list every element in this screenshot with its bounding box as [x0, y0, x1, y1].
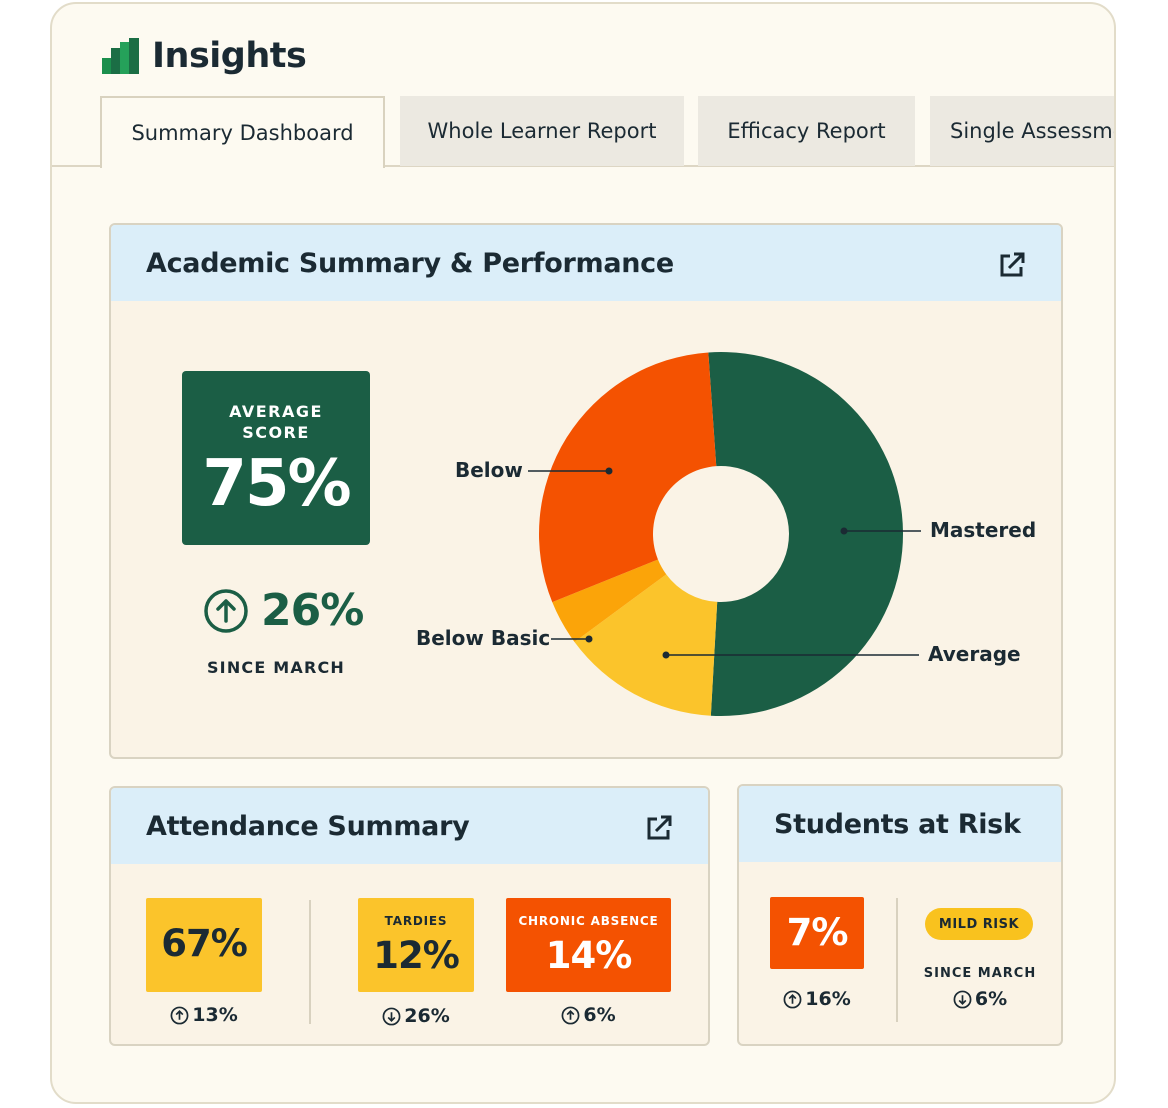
risk-panel-header: Students at Risk	[739, 786, 1061, 862]
bar-chart-logo-icon	[102, 38, 139, 74]
attendance-rate-value: 67%	[161, 922, 248, 965]
donut-label-below-basic: Below Basic	[416, 626, 551, 650]
insights-window: Insights Summary Dashboard Whole Learner…	[50, 2, 1116, 1104]
chronic-absence-card: CHRONIC ABSENCE 14%	[506, 898, 671, 992]
arrow-up-circle-icon	[561, 1006, 580, 1024]
risk-since-delta-value: 6%	[974, 988, 1008, 1010]
at-risk-card: 7%	[770, 897, 864, 969]
external-link-icon[interactable]	[997, 250, 1027, 280]
risk-divider	[896, 898, 898, 1022]
risk-since-delta: 6%	[915, 988, 1045, 1010]
attendance-summary-panel: Attendance Summary 67% 13% TARDIES 12%	[109, 786, 710, 1046]
attendance-rate-delta: 13%	[146, 1004, 262, 1026]
leader-dot-average	[662, 651, 670, 659]
average-score-label: AVERAGE SCORE	[182, 401, 370, 443]
arrow-down-circle-icon	[382, 1007, 401, 1025]
average-score-value: 75%	[202, 447, 351, 521]
at-risk-value: 7%	[786, 911, 849, 954]
tab-whole-learner-report[interactable]: Whole Learner Report	[400, 96, 684, 166]
at-risk-delta-value: 16%	[805, 988, 851, 1010]
tardies-card: TARDIES 12%	[358, 898, 474, 992]
donut-slice-below	[539, 352, 717, 603]
tardies-delta-value: 26%	[404, 1005, 450, 1027]
tab-label: Summary Dashboard	[131, 121, 354, 145]
risk-since-label: SINCE MARCH	[923, 966, 1037, 981]
chronic-absence-delta: 6%	[506, 1004, 671, 1026]
donut-slice-mastered	[708, 352, 903, 716]
at-risk-delta: 16%	[770, 988, 864, 1010]
performance-donut-chart	[528, 352, 921, 716]
donut-label-average: Average	[928, 642, 1021, 666]
arrow-up-circle-icon	[170, 1006, 189, 1024]
average-delta: 26%	[203, 585, 364, 636]
donut-label-mastered: Mastered	[930, 518, 1037, 542]
tab-summary-dashboard[interactable]: Summary Dashboard	[100, 96, 385, 168]
arrow-up-circle-icon	[783, 990, 802, 1008]
leader-dot-below	[605, 467, 613, 475]
attendance-rate-delta-value: 13%	[192, 1004, 238, 1026]
since-march-label: SINCE MARCH	[206, 658, 346, 677]
tab-label: Single Assessment	[950, 119, 1114, 143]
tardies-delta: 26%	[358, 1005, 474, 1027]
average-delta-value: 26%	[261, 585, 364, 636]
students-at-risk-panel: Students at Risk 7% 16% MILD RISK SINCE …	[737, 784, 1063, 1046]
tardies-value: 12%	[373, 934, 460, 977]
app-header: Insights	[102, 36, 307, 76]
external-link-icon[interactable]	[644, 813, 674, 843]
tardies-label: TARDIES	[384, 914, 448, 928]
arrow-up-circle-icon	[204, 588, 248, 633]
chronic-absence-label: CHRONIC ABSENCE	[518, 914, 659, 928]
academic-panel-header: Academic Summary & Performance	[111, 225, 1061, 301]
tab-label: Whole Learner Report	[427, 119, 657, 143]
chronic-absence-delta-value: 6%	[583, 1004, 616, 1026]
attendance-divider	[309, 900, 311, 1024]
donut-slice-below-basic	[552, 559, 667, 643]
leader-dot-below-basic	[585, 635, 593, 643]
tab-efficacy-report[interactable]: Efficacy Report	[698, 96, 915, 166]
leader-dot-mastered	[840, 527, 848, 535]
average-label-line2: SCORE	[242, 423, 310, 442]
attendance-panel-title: Attendance Summary	[146, 810, 470, 842]
chronic-absence-value: 14%	[545, 934, 633, 977]
arrow-down-circle-icon	[953, 990, 972, 1008]
academic-summary-panel: Academic Summary & Performance AVERAGE S…	[109, 223, 1063, 759]
tab-single-assessment[interactable]: Single Assessment	[930, 96, 1114, 166]
tab-divider	[52, 165, 1114, 167]
mild-risk-badge: MILD RISK	[925, 908, 1033, 940]
tab-label: Efficacy Report	[727, 119, 886, 143]
donut-slice-average	[574, 574, 718, 716]
attendance-rate-card: 67%	[146, 898, 262, 992]
attendance-panel-header: Attendance Summary	[111, 788, 708, 864]
donut-label-below: Below	[455, 458, 523, 482]
app-title: Insights	[152, 36, 307, 76]
average-label-line1: AVERAGE	[229, 402, 323, 421]
risk-panel-title: Students at Risk	[774, 808, 1021, 840]
academic-panel-title: Academic Summary & Performance	[146, 247, 674, 279]
average-score-card: AVERAGE SCORE 75%	[182, 371, 370, 545]
